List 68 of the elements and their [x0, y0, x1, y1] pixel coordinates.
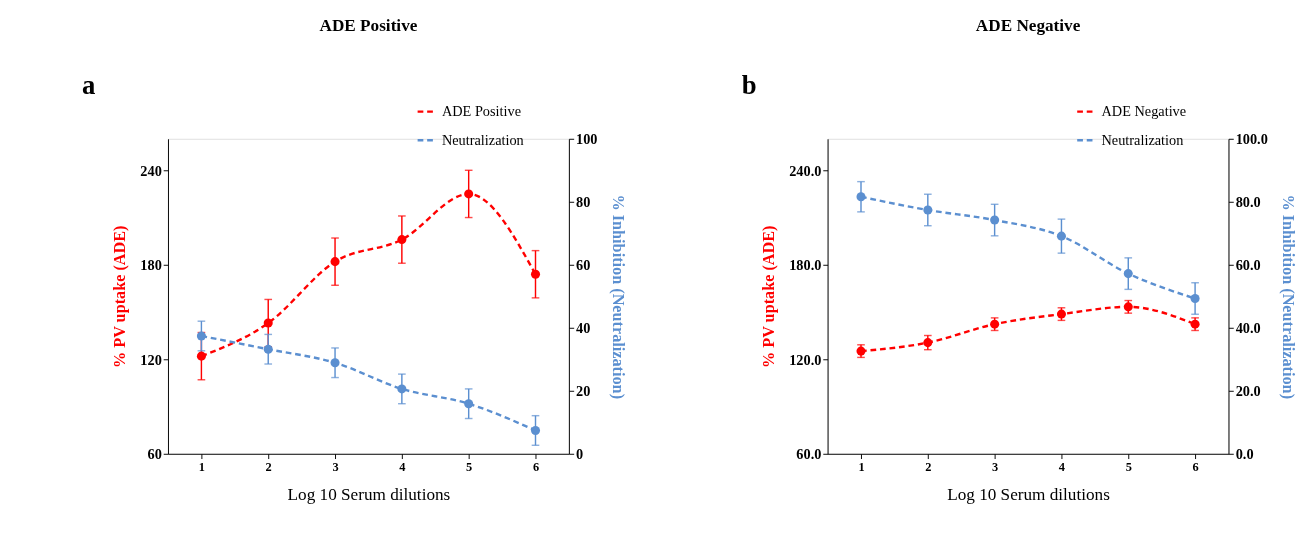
y2-tick-label: 100.0 — [1235, 131, 1268, 148]
y2-tick-label: 80 — [576, 194, 591, 211]
point — [196, 351, 206, 361]
point — [263, 344, 273, 354]
point — [464, 189, 474, 199]
y-tick-label: 180 — [140, 257, 162, 274]
y2-tick-label: 20.0 — [1235, 383, 1261, 400]
y-tick-label: 60.0 — [796, 446, 822, 463]
x-axis-title: Log 10 Serum dilutions — [947, 485, 1111, 505]
x-tick-label: 3 — [332, 459, 339, 474]
y2-tick-label: 40.0 — [1235, 320, 1261, 337]
y-tick-label: 120 — [140, 351, 162, 368]
y-tick-label: 180.0 — [789, 257, 822, 274]
point — [1123, 269, 1133, 279]
point — [1056, 231, 1066, 241]
point — [464, 399, 474, 409]
x-tick-label: 2 — [265, 459, 272, 474]
y2-tick-label: 60 — [576, 257, 591, 274]
x-tick-label: 4 — [399, 459, 406, 474]
point — [1190, 293, 1200, 304]
point — [397, 384, 407, 394]
x-axis-title: Log 10 Serum dilutions — [287, 485, 451, 505]
legend-label: Neutralization — [441, 132, 524, 148]
point — [530, 425, 541, 435]
point — [530, 269, 541, 279]
y2-tick-label: 100 — [576, 131, 598, 148]
legend-label: Neutralization — [1101, 132, 1184, 148]
text: b — [741, 69, 757, 100]
x-tick-label: 6 — [1192, 459, 1199, 474]
y2-tick-label: 0 — [576, 446, 584, 463]
y-axis-title: % PV uptake (ADE) — [759, 225, 778, 369]
point — [990, 319, 1000, 329]
point — [263, 318, 273, 328]
y2-tick-label: 40 — [576, 320, 591, 337]
legend-label: ADE Positive — [441, 103, 521, 120]
y2-tick-label: 20 — [576, 383, 591, 400]
x-tick-label: 4 — [1058, 459, 1066, 474]
point — [196, 331, 206, 341]
x-tick-label: 5 — [466, 459, 473, 474]
point — [923, 205, 933, 215]
x-tick-label: 3 — [992, 459, 999, 474]
point — [330, 257, 340, 267]
x-tick-label: 1 — [198, 459, 205, 474]
point — [990, 215, 1000, 225]
x-tick-label: 5 — [1125, 459, 1132, 474]
chart-title: ADE Negative — [975, 15, 1081, 35]
y-tick-label: 240 — [140, 162, 162, 179]
legend-label: ADE Negative — [1101, 103, 1187, 120]
point — [856, 192, 866, 202]
y-tick-label: 240.0 — [789, 162, 822, 179]
chart-title: ADE Positive — [319, 15, 418, 35]
y-axis-title: % PV uptake (ADE) — [111, 225, 130, 369]
point — [330, 358, 340, 368]
text: a — [82, 69, 96, 100]
point — [1123, 302, 1133, 312]
y2-tick-label: 60.0 — [1235, 257, 1261, 274]
point — [397, 235, 407, 245]
y-tick-label: 120.0 — [789, 351, 822, 368]
y2-tick-label: 80.0 — [1235, 194, 1261, 211]
y2-tick-label: 0.0 — [1235, 446, 1254, 463]
y-tick-label: 60 — [147, 446, 162, 463]
x-tick-label: 1 — [858, 459, 865, 474]
x-tick-label: 6 — [532, 459, 540, 474]
point — [923, 338, 933, 348]
y2-axis-title: % Inhibition (Neutralization) — [1279, 194, 1298, 400]
x-tick-label: 2 — [925, 459, 932, 474]
point — [1056, 309, 1066, 319]
y2-axis-title: % Inhibition (Neutralization) — [608, 194, 627, 400]
